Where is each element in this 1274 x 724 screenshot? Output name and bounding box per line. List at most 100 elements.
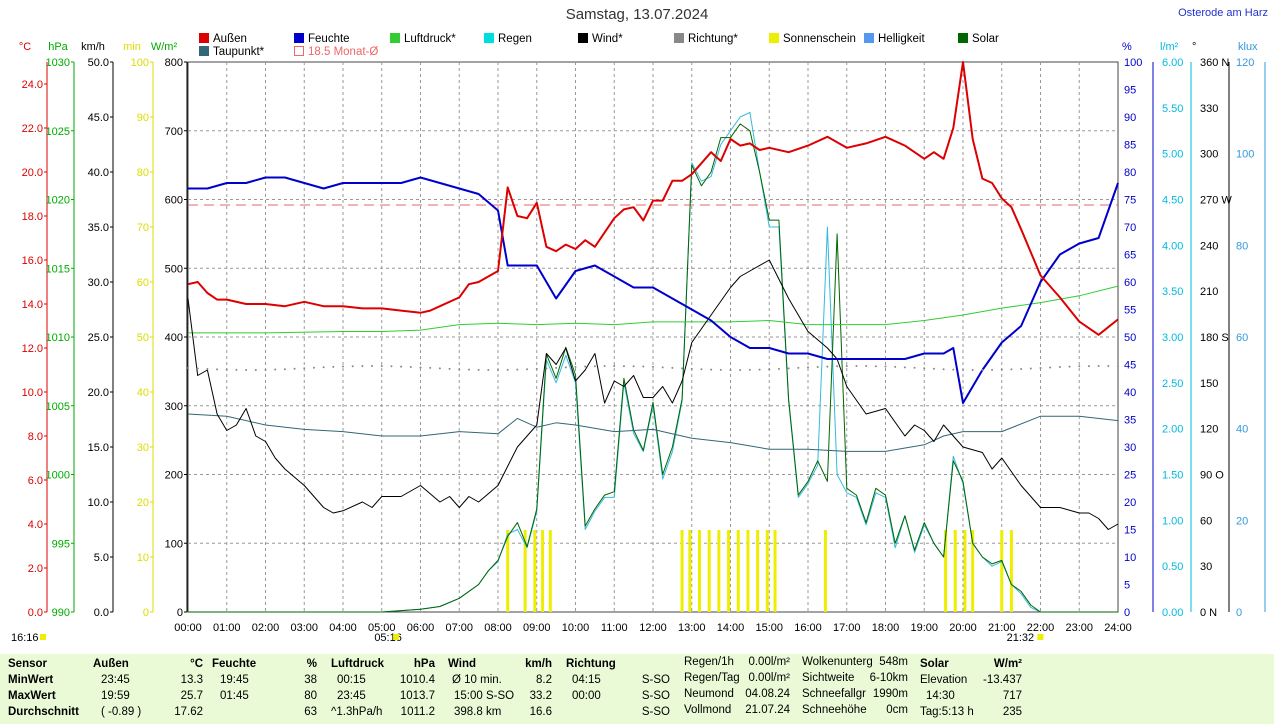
wind-direction-dot xyxy=(797,366,800,369)
right-axis-tick-label: 15 xyxy=(1124,525,1136,537)
footer-richtung-avg-val: S-SO xyxy=(641,706,670,718)
footer-neumond-val: 04.08.24 xyxy=(745,688,790,700)
wind-direction-dot xyxy=(681,367,684,370)
footer-wind-unit: km/h xyxy=(525,658,552,670)
footer-aussen-avg-note: ( -0.89 ) xyxy=(101,706,142,718)
left-axis-tick-label: 800 xyxy=(165,57,183,69)
sunshine-bar xyxy=(506,530,510,612)
left-axis-tick-label: 5.0 xyxy=(94,552,109,564)
sunshine-bar xyxy=(533,530,537,612)
legend-label: Außen xyxy=(213,33,247,45)
wind-direction-dot xyxy=(942,368,945,371)
left-axis-tick-label: 60 xyxy=(137,277,149,289)
left-axis-tick-label: 2.0 xyxy=(28,563,43,575)
right-axis-unit: % xyxy=(1122,41,1132,53)
wind-direction-dot xyxy=(584,365,587,368)
footer-sundays-label: Tag:5:13 h xyxy=(920,706,974,718)
series-line-luftdruck xyxy=(188,285,1119,334)
footer-feuchte-max-time: 01:45 xyxy=(220,690,249,702)
wind-direction-dot xyxy=(952,368,955,371)
wind-direction-dot xyxy=(613,365,616,368)
footer-aussen-max-time: 19:59 xyxy=(101,690,130,702)
right-axis-tick-label: 85 xyxy=(1124,140,1136,152)
right-axis-tick-label: 150 xyxy=(1200,378,1218,390)
footer-solar-max-time: 14:30 xyxy=(926,690,955,702)
legend-label: Wind* xyxy=(592,33,623,45)
wind-direction-dot xyxy=(361,365,364,368)
footer-luftdruck-min-time: 00:15 xyxy=(337,674,366,686)
left-axis-tick-label: 90 xyxy=(137,112,149,124)
wind-direction-dot xyxy=(894,365,897,368)
footer-regen1h-val: 0.00l/m² xyxy=(748,656,790,668)
left-axis-tick-label: 100 xyxy=(131,57,149,69)
right-axis-tick-label: 90 O xyxy=(1200,470,1224,482)
sunshine-bar xyxy=(746,530,750,612)
left-axis-tick-label: 10 xyxy=(137,552,149,564)
sunshine-bar xyxy=(541,530,545,612)
wind-direction-dot xyxy=(710,368,713,371)
location-link: Osterode am Harz xyxy=(1178,7,1268,19)
footer-aussen-title: Außen xyxy=(93,658,129,670)
right-axis-unit: klux xyxy=(1238,41,1258,53)
right-axis-tick-label: 20 xyxy=(1124,497,1136,509)
time-tick-label: 01:00 xyxy=(213,622,241,634)
time-tick-label: 09:00 xyxy=(523,622,551,634)
right-axis-tick-label: 240 xyxy=(1200,240,1218,252)
sunshine-bar xyxy=(944,530,948,612)
right-axis-tick-label: 0 N xyxy=(1200,607,1217,619)
right-axis-tick-label: 50 xyxy=(1124,332,1136,344)
right-axis-tick-label: 0.00 xyxy=(1162,607,1183,619)
footer-vollmond-label: Vollmond xyxy=(684,704,732,716)
legend-swatch xyxy=(578,33,588,43)
left-axis-tick-label: 30 xyxy=(137,442,149,454)
legend-label: Richtung* xyxy=(688,33,738,45)
footer-richtung-max-val: S-SO xyxy=(641,690,670,702)
footer-richtung-title: Richtung xyxy=(566,658,616,670)
right-axis-tick-label: 95 xyxy=(1124,85,1136,97)
left-axis-tick-label: 500 xyxy=(165,263,183,275)
sunset-marker xyxy=(1037,634,1044,640)
footer-wind-distance: 398.8 km xyxy=(454,706,502,718)
wind-direction-dot xyxy=(216,368,219,371)
right-axis-tick-label: 4.50 xyxy=(1162,195,1183,207)
wind-direction-dot xyxy=(312,366,315,369)
wind-direction-dot xyxy=(991,368,994,371)
wind-direction-dot xyxy=(1107,365,1110,368)
footer-solar-unit: W/m² xyxy=(993,658,1022,670)
time-tick-label: 19:00 xyxy=(910,622,938,634)
footer-regen1h-label: Regen/1h xyxy=(684,656,734,668)
time-tick-label: 16:00 xyxy=(794,622,822,634)
right-axis-tick-label: 5.50 xyxy=(1162,103,1183,115)
sunshine-bar xyxy=(523,530,527,612)
legend-label: Solar xyxy=(972,33,999,45)
right-axis-tick-label: 1.00 xyxy=(1162,515,1183,527)
sunshine-bar xyxy=(688,530,692,612)
left-axis-tick-label: 20.0 xyxy=(22,167,43,179)
left-axis-tick-label: 40.0 xyxy=(88,167,109,179)
sunshine-bar xyxy=(707,530,711,612)
wind-direction-dot xyxy=(962,368,964,371)
left-axis-unit: hPa xyxy=(48,41,68,53)
left-axis-tick-label: 700 xyxy=(165,126,183,138)
left-axis-tick-label: 50 xyxy=(137,332,149,344)
right-axis-tick-label: 5 xyxy=(1124,580,1130,592)
time-tick-label: 22:00 xyxy=(1027,622,1055,634)
right-axis-tick-label: 270 W xyxy=(1200,195,1232,207)
footer-elevation-label: Elevation xyxy=(920,674,968,686)
time-tick-label: 14:00 xyxy=(717,622,745,634)
wind-direction-dot xyxy=(332,365,335,368)
wind-direction-dot xyxy=(1058,366,1061,369)
footer-schneehoehe-val: 0cm xyxy=(886,704,908,716)
wind-direction-dot xyxy=(351,365,354,368)
footer-schneehoehe-label: Schneehöhe xyxy=(802,704,867,716)
left-axis-tick-label: 16.0 xyxy=(22,255,43,267)
footer-luftdruck-max-val: 1013.7 xyxy=(399,690,435,702)
time-tick-label: 12:00 xyxy=(639,622,667,634)
sunshine-bar xyxy=(727,530,731,612)
left-axis-tick-label: 1015 xyxy=(46,263,70,275)
left-axis-tick-label: 1005 xyxy=(46,401,70,413)
sunshine-bar xyxy=(756,530,760,612)
series-line-auen xyxy=(187,61,1119,336)
right-axis-tick-label: 120 xyxy=(1200,424,1218,436)
footer-sensor-title: Sensor xyxy=(8,658,47,670)
